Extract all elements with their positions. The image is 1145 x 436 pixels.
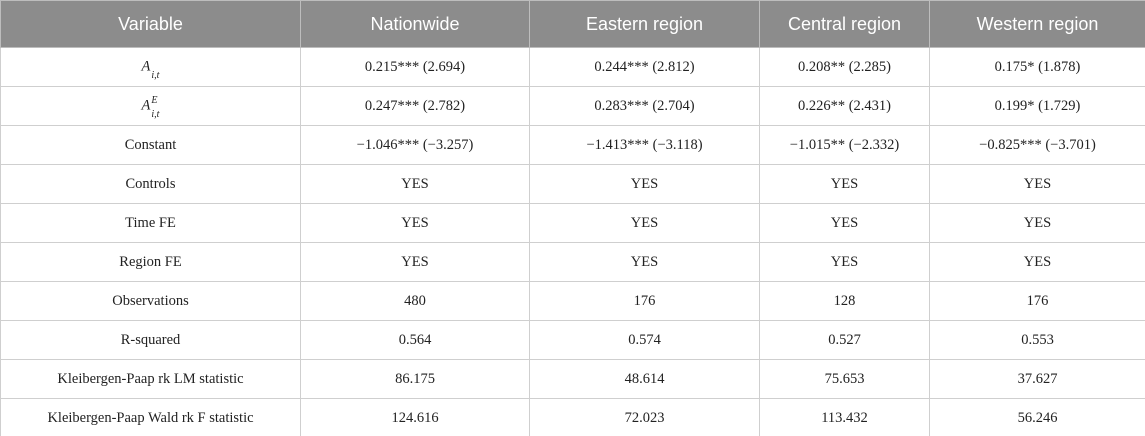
symbol-base: A [141,58,151,75]
table-row: Region FE YES YES YES YES [0,242,1145,282]
value-cell: 86.175 [300,359,530,399]
header-cell: Western region [929,0,1145,48]
value-cell: 0.247*** (2.782) [300,86,530,126]
table-row: Observations 480 176 128 176 [0,281,1145,321]
value-cell: YES [759,164,930,204]
table-row: Controls YES YES YES YES [0,164,1145,204]
variable-cell: Observations [0,281,301,321]
value-cell: YES [529,164,760,204]
variable-cell: A i,t [0,47,301,87]
value-cell: 37.627 [929,359,1145,399]
value-cell: 48.614 [529,359,760,399]
value-cell: 72.023 [529,398,760,436]
value-cell: YES [929,203,1145,243]
value-cell: YES [929,164,1145,204]
value-cell: 124.616 [300,398,530,436]
value-cell: YES [929,242,1145,282]
value-cell: 75.653 [759,359,930,399]
header-row: Variable Nationwide Eastern region Central … [0,0,1145,48]
value-cell: YES [759,242,930,282]
value-cell: 0.175* (1.878) [929,47,1145,87]
value-cell: 0.527 [759,320,930,360]
value-cell: −0.825*** (−3.701) [929,125,1145,165]
table-row: Kleibergen-Paap rk LM statistic 86.175 48.… [0,359,1145,399]
value-cell: 176 [929,281,1145,321]
header-cell: Central region [759,0,930,48]
variable-cell: Controls [0,164,301,204]
value-cell: YES [300,203,530,243]
value-cell: 176 [529,281,760,321]
value-cell: 0.283*** (2.704) [529,86,760,126]
value-cell: 0.199* (1.729) [929,86,1145,126]
math-symbol: A i,t [141,57,160,81]
value-cell: 56.246 [929,398,1145,436]
value-cell: 0.553 [929,320,1145,360]
value-cell: −1.015** (−2.332) [759,125,930,165]
value-cell: 0.574 [529,320,760,360]
header-cell: Eastern region [529,0,760,48]
header-cell: Nationwide [300,0,530,48]
header-cell: Variable [0,0,301,48]
value-cell: 113.432 [759,398,930,436]
symbol-base: A [141,97,151,114]
value-cell: 0.564 [300,320,530,360]
variable-cell: Constant [0,125,301,165]
value-cell: YES [300,242,530,282]
subscript: i,t [151,70,160,81]
value-cell: YES [529,203,760,243]
table-row: Constant −1.046*** (−3.257) −1.413*** (−3.… [0,125,1145,165]
variable-cell: Kleibergen-Paap Wald rk F statistic [0,398,301,436]
variable-cell: Kleibergen-Paap rk LM statistic [0,359,301,399]
table-row: Time FE YES YES YES YES [0,203,1145,243]
value-cell: 480 [300,281,530,321]
value-cell: YES [300,164,530,204]
value-cell: 0.215*** (2.694) [300,47,530,87]
value-cell: 0.244*** (2.812) [529,47,760,87]
value-cell: −1.046*** (−3.257) [300,125,530,165]
value-cell: 0.208** (2.285) [759,47,930,87]
value-cell: YES [529,242,760,282]
value-cell: −1.413*** (−3.118) [529,125,760,165]
superscript: E [151,95,158,106]
variable-cell: Time FE [0,203,301,243]
table-row: R-squared 0.564 0.574 0.527 0.553 [0,320,1145,360]
value-cell: 128 [759,281,930,321]
subscript: i,t [151,109,160,120]
value-cell: YES [759,203,930,243]
variable-cell: R-squared [0,320,301,360]
superscript [151,57,159,67]
table-row: Kleibergen-Paap Wald rk F statistic 124.6… [0,398,1145,436]
symbol-scripts: i,t [151,57,159,81]
variable-cell: Region FE [0,242,301,282]
value-cell: 0.226** (2.431) [759,86,930,126]
table-row: A i,t 0.215*** (2.694) 0.244*** (2.812) 0.2… [0,47,1145,87]
table-body: A i,t 0.215*** (2.694) 0.244*** (2.812) 0.2… [0,47,1145,436]
